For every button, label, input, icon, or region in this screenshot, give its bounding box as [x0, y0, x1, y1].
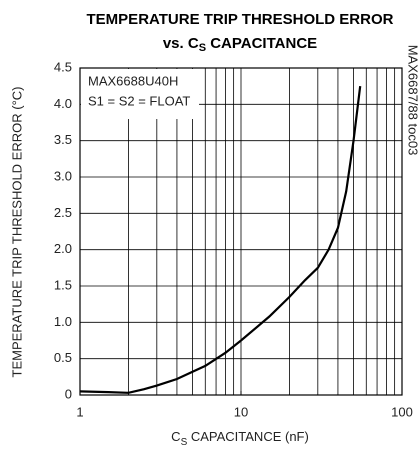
y-tick-label: 1.0: [54, 314, 72, 329]
title-part: CAPACITANCE: [206, 35, 317, 52]
x-tick-label: 1: [76, 404, 83, 419]
annotation: S1 = S2 = FLOAT: [88, 93, 190, 108]
x-tick-label: 100: [391, 404, 413, 419]
line: [79, 86, 362, 394]
y-tick-label: 0: [65, 386, 72, 401]
x-tick-label: 10: [234, 404, 248, 419]
x-label-part: C: [171, 429, 180, 444]
y-tick-label: 0.5: [54, 350, 72, 365]
plot-frame: [79, 67, 403, 396]
y-axis-label: TEMPERATURE TRIP THRESHOLD ERROR (°C): [9, 87, 24, 378]
x-label-subscript: S: [181, 437, 188, 448]
title-subscript: S: [199, 42, 206, 54]
y-tick-label: 1.5: [54, 277, 72, 292]
x-axis-label: CS CAPACITANCE (nF): [171, 429, 309, 447]
x-label-part: CAPACITANCE (nF): [187, 429, 309, 444]
y-tick-label: 2.5: [54, 205, 72, 220]
y-tick-label: 3.0: [54, 168, 72, 183]
annotation-box: [81, 69, 199, 119]
side-note: MAX6687/88 toc03: [406, 45, 419, 156]
y-tick-label: 4.5: [54, 59, 72, 74]
chart-title: TEMPERATURE TRIP THRESHOLD ERROR: [87, 11, 394, 28]
chart-title: vs. CS CAPACITANCE: [163, 35, 317, 54]
y-tick-label: 4.0: [54, 96, 72, 111]
y-tick-label: 2.0: [54, 241, 72, 256]
title-part: vs. C: [163, 35, 199, 52]
y-tick-label: 3.5: [54, 132, 72, 147]
annotation: MAX6688U40H: [88, 73, 178, 88]
